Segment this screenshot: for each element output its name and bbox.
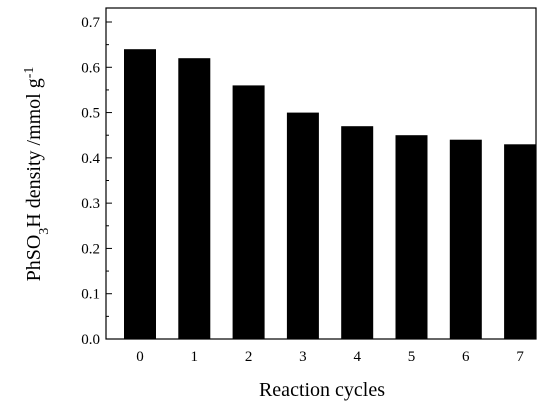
y-tick-label: 0.4: [81, 151, 100, 167]
bar-6: [449, 139, 482, 339]
x-tick-label: 6: [462, 349, 470, 365]
bar-0: [124, 49, 156, 339]
x-tick-label: 7: [516, 349, 524, 365]
x-tick-label: 4: [353, 349, 361, 365]
x-tick-label: 0: [136, 349, 144, 365]
x-tick-label: 3: [299, 349, 307, 365]
bar-2: [232, 85, 265, 340]
y-tick-label: 0.1: [81, 287, 100, 303]
y-tick-label: 0.0: [81, 332, 100, 348]
bar-5: [395, 135, 428, 339]
bar-7: [504, 144, 537, 339]
y-ticks-group: 0.0 0.1 0.2 0.3 0.4 0.5 0.6 0.7: [81, 15, 112, 348]
x-tick-label: 2: [245, 349, 253, 365]
bar-1: [178, 58, 211, 339]
y-tick-label: 0.2: [81, 241, 100, 257]
y-tick-label: 0.6: [81, 60, 100, 76]
x-ticks-group: 0 1 2 3 4 5 6 7: [136, 334, 524, 365]
bar-3: [286, 112, 319, 339]
y-axis-title-middle: H density /mmol g: [23, 78, 45, 227]
bar-4: [341, 126, 374, 339]
y-axis-title: PhSO3H density /mmol g-1: [22, 67, 52, 282]
y-tick-label: 0.3: [81, 196, 100, 212]
x-axis-title: Reaction cycles: [259, 379, 385, 401]
y-axis-title-prefix: PhSO: [23, 235, 45, 282]
y-tick-label: 0.5: [81, 106, 100, 122]
bars-group: [124, 49, 537, 340]
y-tick-label: 0.7: [81, 15, 100, 31]
y-axis-title-superscript: -1: [22, 67, 37, 79]
x-tick-label: 5: [408, 349, 416, 365]
y-axis-title-subscript: 3: [37, 228, 52, 235]
x-tick-label: 1: [191, 349, 199, 365]
